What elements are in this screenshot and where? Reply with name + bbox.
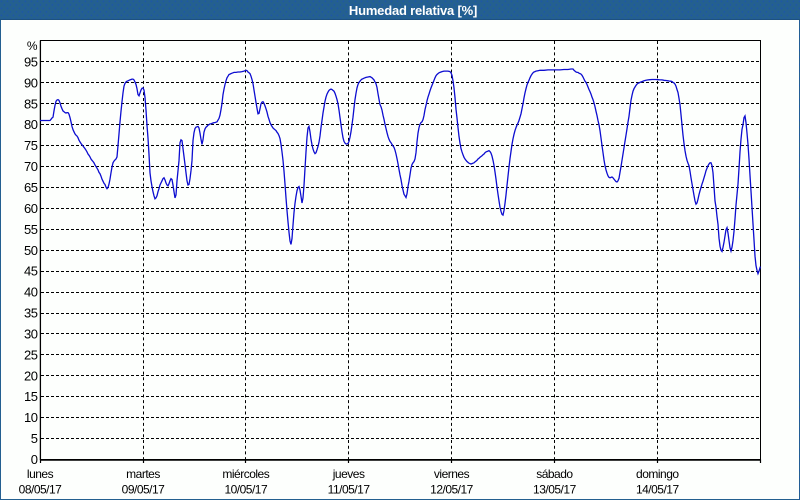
svg-text:45: 45 (24, 264, 38, 279)
svg-text:12/05/17: 12/05/17 (430, 483, 474, 497)
svg-text:13/05/17: 13/05/17 (533, 483, 577, 497)
svg-text:55: 55 (24, 222, 38, 237)
svg-text:40: 40 (24, 285, 38, 300)
svg-text:30: 30 (24, 327, 38, 342)
svg-text:10: 10 (24, 410, 38, 425)
svg-text:14/05/17: 14/05/17 (636, 483, 680, 497)
svg-text:domingo: domingo (636, 467, 679, 481)
svg-text:viernes: viernes (434, 467, 470, 481)
svg-text:0: 0 (31, 452, 38, 467)
svg-text:60: 60 (24, 201, 38, 216)
svg-text:09/05/17: 09/05/17 (122, 483, 166, 497)
svg-text:50: 50 (24, 243, 38, 258)
svg-text:25: 25 (24, 347, 38, 362)
svg-text:11/05/17: 11/05/17 (328, 483, 371, 497)
svg-text:75: 75 (24, 138, 38, 153)
svg-text:35: 35 (24, 306, 38, 321)
svg-text:90: 90 (24, 75, 38, 90)
svg-text:95: 95 (24, 54, 38, 69)
svg-text:10/05/17: 10/05/17 (224, 483, 268, 497)
svg-text:5: 5 (31, 431, 38, 446)
svg-text:08/05/17: 08/05/17 (19, 483, 63, 497)
svg-text:miércoles: miércoles (222, 467, 269, 481)
svg-text:65: 65 (24, 180, 38, 195)
svg-text:martes: martes (126, 467, 160, 481)
svg-text:%: % (27, 39, 38, 53)
svg-text:jueves: jueves (332, 467, 365, 481)
svg-text:15: 15 (24, 389, 38, 404)
svg-text:85: 85 (24, 96, 38, 111)
svg-text:70: 70 (24, 159, 38, 174)
svg-text:sábado: sábado (536, 467, 573, 481)
svg-text:lunes: lunes (27, 467, 54, 481)
svg-text:80: 80 (24, 117, 38, 132)
svg-text:20: 20 (24, 368, 38, 383)
